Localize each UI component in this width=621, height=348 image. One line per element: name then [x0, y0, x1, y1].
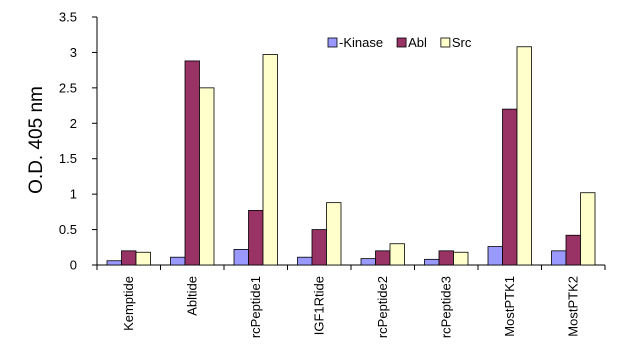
y-tick-label: 0: [70, 258, 77, 273]
bar-abl-rcpeptide2: [375, 250, 391, 266]
bar-kinase-rcpeptide2: [360, 258, 376, 266]
bar-abl-abltide: [184, 60, 200, 266]
legend: -Kinase Abl Src: [327, 35, 472, 50]
bar-abl-mostptk2: [565, 234, 581, 266]
bar-src-mostptk2: [580, 192, 596, 266]
bar-abl-kemptide: [121, 250, 137, 266]
x-tick-label: rcPeptide2: [375, 276, 390, 338]
x-tick-label: Abltide: [184, 276, 199, 316]
bar-kinase-igf1rtide: [297, 256, 313, 266]
legend-label-kinase: -Kinase: [339, 35, 383, 50]
bar-kinase-rcpeptide3: [424, 258, 440, 266]
bar-src-kemptide: [135, 251, 151, 266]
bar-src-rcpeptide3: [453, 251, 469, 266]
y-axis-label: O.D. 405 nm: [26, 86, 47, 194]
y-tick-label: 2: [70, 116, 77, 131]
legend-swatch-kinase: [327, 37, 338, 48]
bar-src-rcpeptide2: [389, 243, 405, 266]
x-tick-label: MostPTK1: [502, 276, 517, 337]
y-tick-label: 3.5: [59, 10, 77, 25]
bar-abl-rcpeptide1: [248, 210, 264, 266]
bar-src-abltide: [199, 87, 215, 266]
y-tick-label: 2.5: [59, 80, 77, 95]
x-tick-label: IGF1Rtide: [311, 276, 326, 335]
x-tick-label: rcPeptide3: [438, 276, 453, 338]
y-tick-label: 0.5: [59, 222, 77, 237]
bar-abl-mostptk1: [502, 108, 518, 266]
x-tick-label: MostPTK2: [565, 276, 580, 337]
legend-swatch-src: [440, 37, 451, 48]
legend-label-src: Src: [452, 35, 472, 50]
bar-kinase-kemptide: [106, 260, 122, 266]
bar-kinase-mostptk2: [551, 250, 567, 266]
plot-area: 0 0.5 1 1.5 2 2.5 3 3.5 Kemptide Abltide rcPeptide…: [59, 10, 606, 338]
y-tick-label: 1: [70, 187, 77, 202]
x-tick-label: rcPeptide1: [248, 276, 263, 338]
bar-kinase-mostptk1: [487, 246, 503, 266]
bar-abl-igf1rtide: [311, 229, 327, 266]
bar-src-rcpeptide1: [262, 54, 278, 266]
legend-swatch-abl: [396, 37, 407, 48]
bar-kinase-abltide: [170, 256, 186, 266]
bar-src-mostptk1: [516, 46, 532, 266]
y-tick-label: 1.5: [59, 151, 77, 166]
y-tick-label: 3: [70, 45, 77, 60]
x-tick-label: Kemptide: [121, 276, 136, 331]
bar-kinase-rcpeptide1: [233, 249, 249, 266]
bar-src-igf1rtide: [326, 202, 342, 266]
bar-abl-rcpeptide3: [438, 250, 454, 266]
legend-label-abl: Abl: [408, 35, 427, 50]
